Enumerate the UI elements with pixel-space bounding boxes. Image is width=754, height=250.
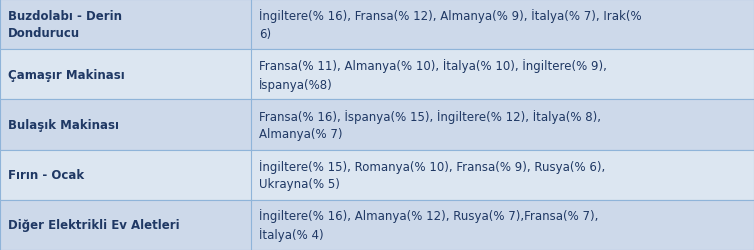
- Text: Çamaşır Makinası: Çamaşır Makinası: [8, 68, 124, 82]
- Bar: [0, 200, 754, 250]
- Bar: [0, 50, 754, 100]
- Text: Bulaşık Makinası: Bulaşık Makinası: [8, 118, 119, 132]
- Bar: [0, 100, 754, 150]
- Text: Diğer Elektrikli Ev Aletleri: Diğer Elektrikli Ev Aletleri: [8, 218, 179, 232]
- Text: İngiltere(% 15), Romanya(% 10), Fransa(% 9), Rusya(% 6),
Ukrayna(% 5): İngiltere(% 15), Romanya(% 10), Fransa(%…: [259, 159, 605, 191]
- Text: Fransa(% 11), Almanya(% 10), İtalya(% 10), İngiltere(% 9),
İspanya(%8): Fransa(% 11), Almanya(% 10), İtalya(% 10…: [259, 59, 607, 91]
- Text: Fırın - Ocak: Fırın - Ocak: [8, 168, 84, 181]
- Text: Buzdolabı - Derin
Dondurucu: Buzdolabı - Derin Dondurucu: [8, 10, 122, 40]
- Bar: [0, 0, 754, 50]
- Text: İngiltere(% 16), Fransa(% 12), Almanya(% 9), İtalya(% 7), Irak(%
6): İngiltere(% 16), Fransa(% 12), Almanya(%…: [259, 9, 642, 41]
- Text: İngiltere(% 16), Almanya(% 12), Rusya(% 7),Fransa(% 7),
İtalya(% 4): İngiltere(% 16), Almanya(% 12), Rusya(% …: [259, 209, 599, 241]
- Text: Fransa(% 16), İspanya(% 15), İngiltere(% 12), İtalya(% 8),
Almanya(% 7): Fransa(% 16), İspanya(% 15), İngiltere(%…: [259, 109, 601, 141]
- Bar: [0, 150, 754, 200]
